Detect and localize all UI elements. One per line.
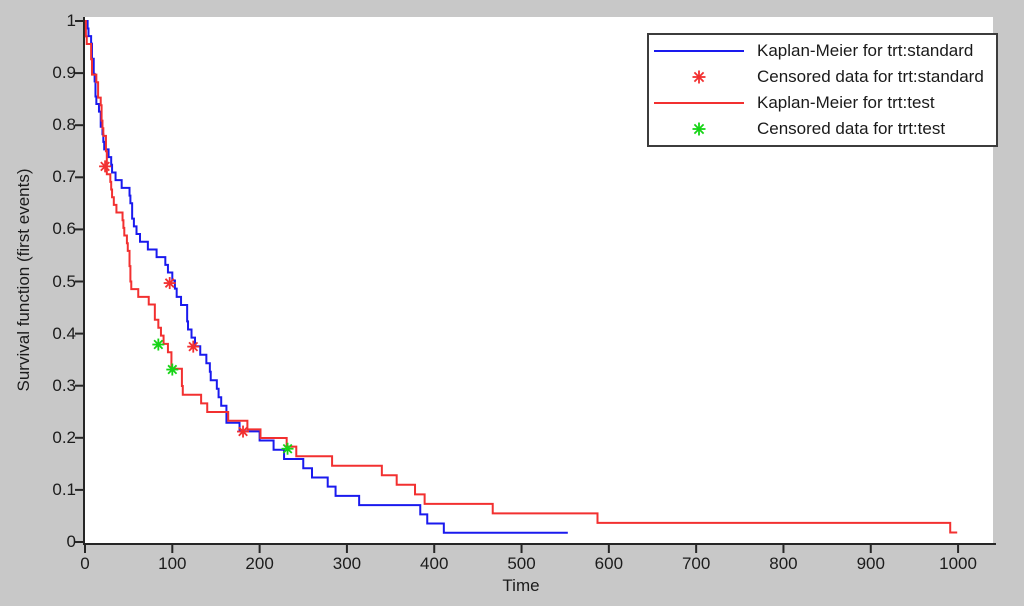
x-tick-label: 800 — [769, 554, 798, 573]
x-tick-label: 100 — [158, 554, 187, 573]
asterisk-glyph — [692, 70, 706, 84]
y-tick-label: 0.1 — [52, 479, 76, 499]
legend-item-2: Kaplan-Meier for trt:test — [649, 91, 996, 116]
legend-asterisk-icon — [649, 68, 749, 86]
y-tick-label: 0.8 — [52, 115, 76, 135]
y-tick-label: 0.5 — [52, 271, 76, 291]
legend-item-1: Censored data for trt:standard — [649, 65, 996, 90]
legend-label: Kaplan-Meier for trt:standard — [757, 41, 974, 60]
legend-label: Censored data for trt:test — [757, 119, 946, 138]
x-tick-label: 900 — [856, 554, 885, 573]
legend-label: Censored data for trt:standard — [757, 67, 984, 86]
y-tick-label: 0.6 — [52, 219, 76, 239]
asterisk-glyph — [692, 122, 706, 136]
legend-line-sample — [649, 102, 749, 104]
legend-line-sample — [649, 50, 749, 52]
x-tick-label: 0 — [80, 554, 90, 573]
y-tick-label: 0.3 — [52, 375, 76, 395]
legend-box: Kaplan-Meier for trt:standard Censored da… — [647, 33, 998, 147]
x-tick-label: 500 — [507, 554, 536, 573]
x-tick-label: 600 — [594, 554, 624, 573]
y-axis-label: Survival function (first events) — [14, 168, 33, 392]
y-tick-label: 0 — [66, 532, 76, 551]
legend-item-0: Kaplan-Meier for trt:standard — [649, 39, 996, 64]
x-tick-label: 1000 — [939, 554, 977, 573]
x-tick-label: 400 — [420, 554, 449, 573]
y-tick-label: 0.7 — [52, 167, 76, 187]
x-tick-label: 200 — [245, 554, 274, 573]
y-tick-label: 0.2 — [52, 427, 76, 447]
y-tick-label: 0.4 — [52, 323, 76, 343]
legend-item-3: Censored data for trt:test — [649, 117, 996, 142]
x-tick-label: 700 — [681, 554, 711, 573]
legend-asterisk-icon — [649, 120, 749, 138]
legend-label: Kaplan-Meier for trt:test — [757, 93, 935, 112]
x-axis-label: Time — [502, 576, 540, 595]
y-tick-label: 1 — [66, 11, 76, 30]
x-tick-label: 300 — [332, 554, 362, 573]
y-tick-label: 0.9 — [52, 63, 76, 83]
